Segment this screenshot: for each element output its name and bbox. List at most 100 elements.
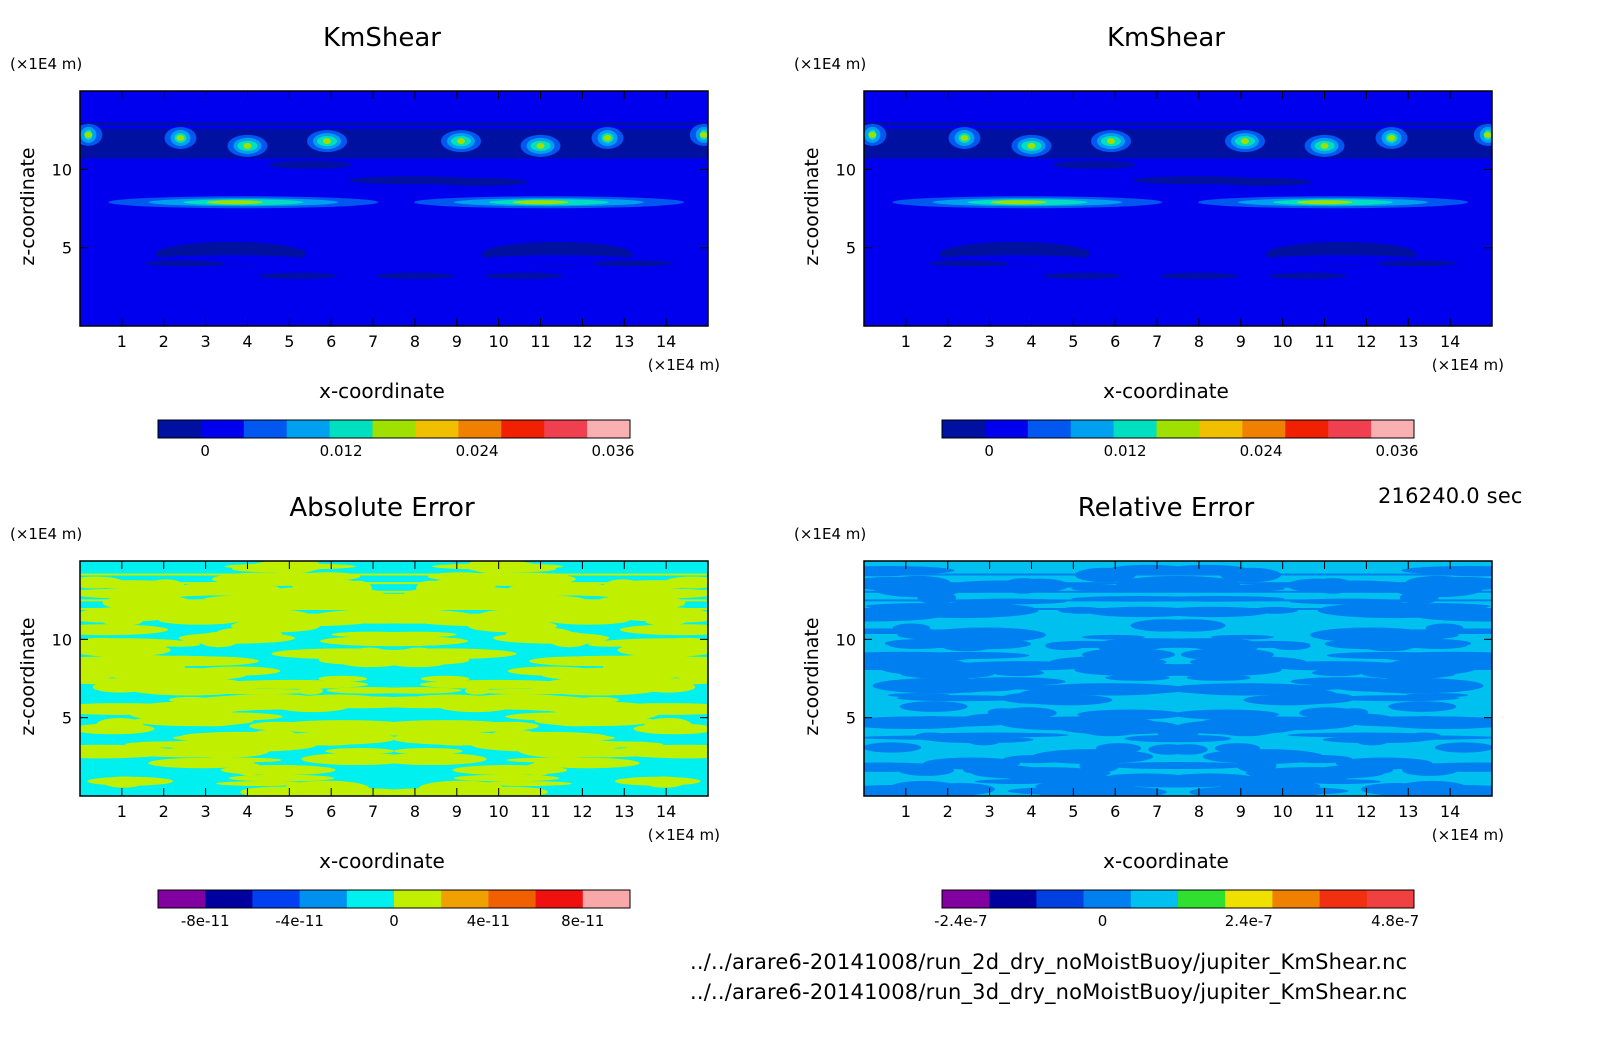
error-patch [318, 675, 368, 682]
colorbar-tick-label: 0 [389, 912, 399, 930]
x-tick-label: 3 [201, 802, 211, 821]
error-patch [80, 723, 155, 735]
x-tick-label: 6 [1110, 802, 1120, 821]
error-patch [321, 635, 469, 647]
error-patch [645, 616, 687, 626]
error-patch [484, 565, 557, 573]
time-label: 216240.0 sec [1378, 484, 1523, 508]
y-tick-label: 10 [836, 160, 856, 179]
error-patch [214, 679, 369, 689]
error-patch [1167, 744, 1208, 755]
x-tick-label: 9 [452, 802, 462, 821]
error-patch [1339, 708, 1369, 717]
chart-title: Absolute Error [289, 493, 475, 523]
error-streak [864, 599, 1492, 602]
y-axis-label: z-coordinate [801, 617, 823, 735]
x-tick-label: 10 [488, 802, 508, 821]
file-path-1: ../../arare6-20141008/run_2d_dry_noMoist… [690, 950, 1408, 974]
error-patch [271, 648, 416, 660]
colorbar-swatch [394, 890, 442, 908]
error-streak [864, 590, 1492, 593]
error-patch [899, 701, 968, 712]
colorbar-swatch [942, 420, 986, 438]
x-tick-label: 4 [1026, 802, 1036, 821]
error-patch [1389, 603, 1491, 609]
x-tick-label: 11 [1314, 802, 1334, 821]
error-patch [231, 565, 304, 573]
peak-blob [960, 135, 969, 141]
x-axis-label: x-coordinate [1103, 379, 1229, 403]
error-patch [507, 666, 595, 676]
x-tick-label: 9 [452, 332, 462, 351]
x-tick-label: 13 [614, 332, 634, 351]
y-tick-label: 5 [846, 239, 856, 258]
x-tick-label: 5 [1068, 802, 1078, 821]
chart-title: KmShear [1107, 23, 1225, 53]
error-patch [527, 639, 610, 644]
error-streak [80, 590, 708, 593]
x-tick-label: 2 [159, 332, 169, 351]
error-patch [477, 608, 605, 623]
colorbar-swatch [1285, 420, 1329, 438]
error-patch [370, 720, 518, 734]
low-band-top [864, 122, 1492, 126]
plot-area [864, 91, 1492, 326]
peak-blob [456, 138, 465, 145]
colorbar-swatch [488, 890, 537, 908]
colorbar-tick-label: 4.8e-7 [1371, 912, 1419, 930]
error-patch [533, 757, 640, 769]
low-band-top [80, 122, 708, 126]
error-patch [228, 774, 335, 782]
x-tick-label: 10 [1272, 332, 1292, 351]
y-unit-label: (×1E4 m) [794, 55, 866, 73]
x-tick-label: 8 [410, 802, 420, 821]
error-patch [1360, 783, 1430, 796]
low-blob [1211, 177, 1312, 186]
plot-frame [863, 560, 1493, 797]
colorbar-swatch [1083, 890, 1132, 908]
error-patch [256, 586, 385, 602]
error-patch [587, 642, 631, 647]
low-streak [1158, 272, 1239, 279]
low-streak [1041, 272, 1122, 279]
error-patch [605, 654, 683, 667]
error-patch [1283, 692, 1356, 704]
error-patch [393, 747, 463, 755]
colorbar-tick-label: 0.024 [1240, 442, 1283, 460]
error-patch [1081, 634, 1146, 640]
plot-area [80, 91, 708, 326]
error-patch [633, 723, 708, 735]
error-patch [216, 781, 305, 787]
error-patch [1425, 623, 1464, 633]
x-tick-label: 10 [1272, 802, 1292, 821]
x-tick-label: 7 [1152, 332, 1162, 351]
colorbar-swatch [1328, 420, 1372, 438]
peak-blob [603, 135, 612, 141]
colorbar-frame [941, 889, 1415, 909]
colorbar-swatch [158, 890, 206, 908]
colorbar-swatch [1272, 890, 1321, 908]
error-patch [483, 781, 572, 787]
colorbar-swatch [1199, 420, 1243, 438]
error-patch [554, 720, 600, 727]
x-tick-label: 1 [901, 802, 911, 821]
y-tick-label: 10 [52, 630, 72, 649]
error-patch [148, 757, 255, 769]
error-patch [1405, 716, 1445, 727]
colorbar-tick-label: -8e-11 [181, 912, 230, 930]
colorbar-swatch [299, 890, 348, 908]
error-patch [864, 742, 922, 753]
peak-band [206, 200, 263, 205]
error-patch [643, 776, 686, 788]
low-blob [268, 160, 353, 169]
error-patch [1388, 701, 1457, 712]
colorbar-swatch [1225, 890, 1273, 908]
error-patch [509, 702, 627, 711]
error-patch [435, 733, 531, 739]
error-streak [864, 573, 1492, 576]
peak-blob [868, 131, 877, 138]
colorbar-tick-label: 0.012 [320, 442, 363, 460]
error-patch [464, 687, 491, 695]
x-tick-label: 10 [488, 332, 508, 351]
